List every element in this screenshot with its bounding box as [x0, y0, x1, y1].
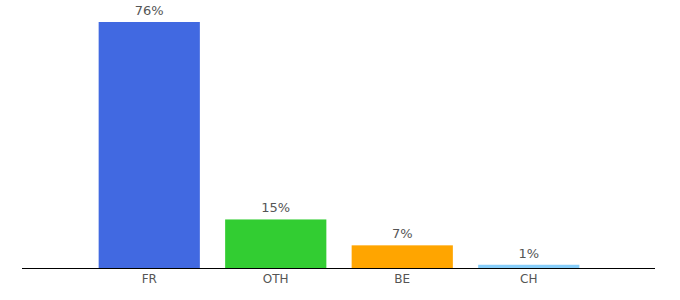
x-axis-line — [22, 268, 655, 269]
data-label: 1% — [518, 246, 539, 261]
bar — [478, 265, 579, 268]
x-tick-label: FR — [142, 272, 157, 286]
x-tick-label: BE — [394, 272, 410, 286]
page: {"chart_data": {"type": "bar", "categori… — [0, 0, 680, 300]
bar — [225, 219, 326, 268]
data-labels: 76% 15% 7% 1% — [135, 3, 539, 261]
data-label: 76% — [135, 3, 164, 18]
x-tick-label: CH — [520, 272, 537, 286]
data-label: 7% — [392, 226, 413, 241]
x-tick-label: OTH — [263, 272, 289, 286]
chart-svg: 76% 15% 7% 1% FR OTH BE CH — [0, 0, 680, 300]
x-tick-labels: FR OTH BE CH — [142, 272, 538, 286]
bar — [352, 245, 453, 268]
data-label: 15% — [261, 200, 290, 215]
bar — [99, 22, 200, 268]
chart-container: 76% 15% 7% 1% FR OTH BE CH — [0, 0, 680, 300]
bars — [99, 22, 580, 268]
